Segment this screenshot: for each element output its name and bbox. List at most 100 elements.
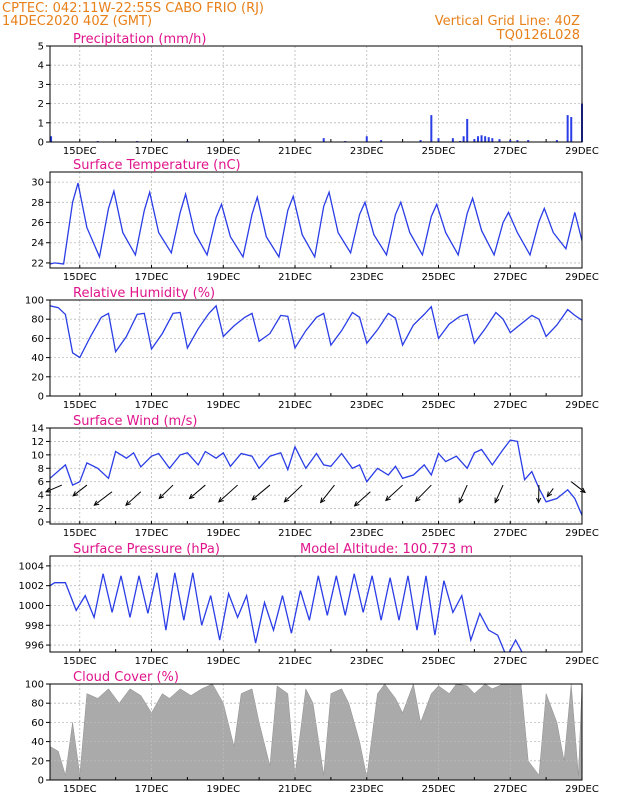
y-tick-label: 4 <box>38 491 44 502</box>
wind-arrow-shaft <box>284 484 303 503</box>
x-tick-label: 23DEC <box>350 400 384 411</box>
y-tick-label: 20 <box>31 372 44 383</box>
x-tick-label: 19DEC <box>206 656 240 667</box>
precip-bar <box>527 140 530 142</box>
x-tick-label: 15DEC <box>63 146 97 157</box>
y-tick-label: 2 <box>38 504 44 515</box>
header-grid-info: Vertical Grid Line: 40Z <box>435 14 580 29</box>
precip-bar <box>451 138 454 142</box>
wind-arrow <box>251 484 271 501</box>
y-tick-label: 1 <box>38 118 44 129</box>
y-tick-label: 6 <box>38 477 44 488</box>
x-tick-label: 21DEC <box>278 656 312 667</box>
wind-arrow-head <box>494 497 500 504</box>
wind-arrow-shaft <box>251 484 271 501</box>
x-tick-label: 15DEC <box>63 400 97 411</box>
x-tick-label: 25DEC <box>422 656 456 667</box>
plot-frame <box>49 299 583 397</box>
wind-arrow-head <box>536 497 542 504</box>
wind-arrow <box>319 484 335 504</box>
y-tick-label: 4 <box>38 61 44 72</box>
x-tick-label: 15DEC <box>63 656 97 667</box>
x-tick-label: 27DEC <box>493 528 527 539</box>
y-tick-label: 8 <box>38 464 44 475</box>
wind-arrow <box>494 484 504 504</box>
y-tick-label: 5 <box>38 42 44 53</box>
plot-area <box>50 556 582 652</box>
wind-arrow-head <box>283 496 290 503</box>
wind-arrow-shaft <box>94 491 113 506</box>
wind-arrow-head <box>72 491 79 497</box>
wind-arrow <box>414 484 432 502</box>
wind-arrow <box>218 484 238 503</box>
y-tick-label: 22 <box>31 258 44 269</box>
y-tick-label: 24 <box>31 238 44 249</box>
x-tick-label: 15DEC <box>63 528 97 539</box>
wind-arrow-head <box>125 500 131 506</box>
y-tick-label: 0 <box>38 138 44 149</box>
header-model-code: TQ0126L028 <box>496 28 580 43</box>
wind-arrow-head <box>353 501 360 507</box>
precip-bar <box>484 136 487 142</box>
wind-arrow-shaft <box>320 484 335 503</box>
x-tick-label: 27DEC <box>493 784 527 795</box>
wind-arrow <box>536 485 542 504</box>
plot-area <box>50 428 582 524</box>
wind-arrow-shaft <box>125 491 142 506</box>
panel-title: Surface Pressure (hPa) <box>73 542 220 557</box>
panel-title: Surface Temperature (nC) <box>73 158 241 173</box>
wind-arrow <box>72 484 88 497</box>
x-tick-label: 27DEC <box>493 656 527 667</box>
precip-bar <box>437 138 440 142</box>
x-tick-label: 23DEC <box>350 656 384 667</box>
x-tick-label: 21DEC <box>278 146 312 157</box>
wind-arrow <box>125 491 142 506</box>
wind-arrow <box>283 484 303 503</box>
wind-arrow-head <box>158 493 165 500</box>
wind-arrow-shaft <box>546 488 554 497</box>
precip-bar <box>480 135 483 142</box>
wind-panel: 15DEC 17DEC 19DEC 21DEC 23DEC 25DEC 27DEC 29DEC… <box>31 414 599 539</box>
wind-arrow-shaft <box>45 484 63 493</box>
y-tick-label: 40 <box>31 353 44 364</box>
y-tick-label: 40 <box>31 737 44 748</box>
y-tick-label: 100 <box>25 296 44 307</box>
y-tick-label: 60 <box>31 718 44 729</box>
y-tick-label: 14 <box>31 424 44 435</box>
x-tick-label: 27DEC <box>493 272 527 283</box>
x-tick-label: 21DEC <box>278 400 312 411</box>
x-tick-label: 29DEC <box>565 784 599 795</box>
y-tick-label: 0 <box>38 517 44 528</box>
header-datetime: 14DEC2020 40Z (GMT) <box>2 14 152 29</box>
wind-arrow-shaft <box>570 481 586 493</box>
wind-arrow-shaft <box>415 484 432 502</box>
wind-arrow-shaft <box>158 484 174 499</box>
y-tick-label: 30 <box>31 178 44 189</box>
y-tick-label: 996 <box>25 641 44 652</box>
y-tick-label: 80 <box>31 699 44 710</box>
pressure-line <box>50 572 523 652</box>
x-tick-label: 23DEC <box>350 784 384 795</box>
plot-frame <box>49 683 583 781</box>
precip-bar <box>322 138 325 142</box>
temperature-panel: 15DEC 17DEC 19DEC 21DEC 23DEC 25DEC 27DEC 29DEC… <box>31 158 599 283</box>
wind-arrow-head <box>251 495 258 501</box>
y-tick-label: 2 <box>38 99 44 110</box>
precip-bar <box>473 139 476 142</box>
y-tick-label: 3 <box>38 80 44 91</box>
x-tick-label: 25DEC <box>422 272 456 283</box>
x-tick-label: 17DEC <box>135 656 169 667</box>
x-tick-label: 27DEC <box>493 146 527 157</box>
x-tick-label: 17DEC <box>135 784 169 795</box>
y-tick-label: 20 <box>31 756 44 767</box>
plot-frame <box>49 171 583 269</box>
x-tick-label: 15DEC <box>63 272 97 283</box>
precip-bar <box>462 136 465 142</box>
x-tick-label: 25DEC <box>422 146 456 157</box>
x-tick-label: 19DEC <box>206 146 240 157</box>
x-tick-label: 17DEC <box>135 528 169 539</box>
header-location: CPTEC: 042:11W-22:55S CABO FRIO (RJ) <box>2 1 264 16</box>
x-tick-label: 19DEC <box>206 528 240 539</box>
wind-arrow <box>353 491 371 507</box>
wind-arrow-head <box>44 487 52 493</box>
